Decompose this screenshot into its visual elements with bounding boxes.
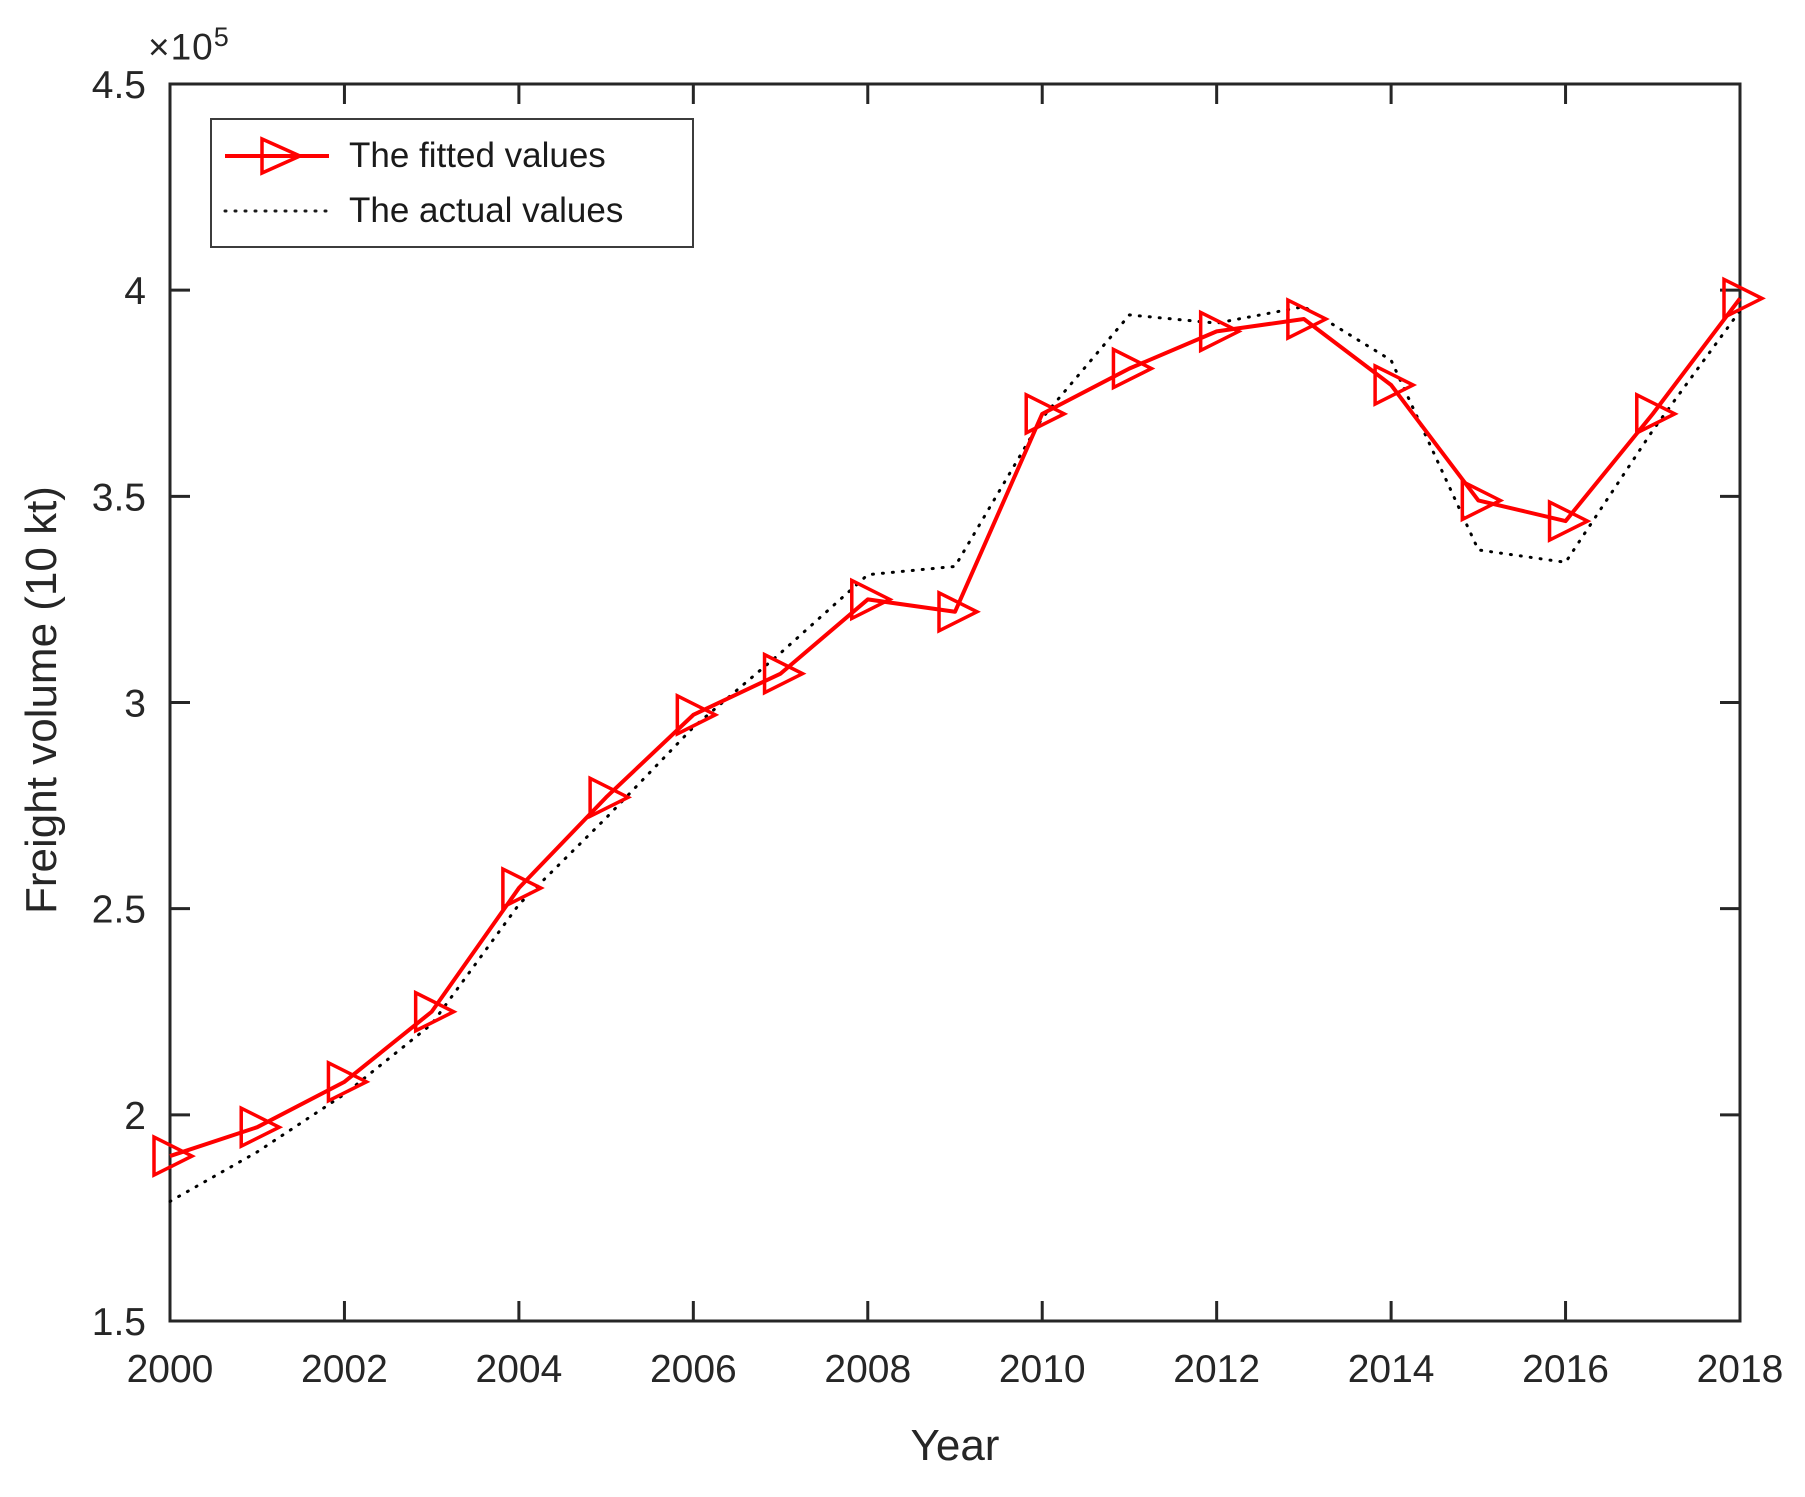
fitted-marker xyxy=(675,693,720,737)
fitted-marker xyxy=(937,589,981,634)
x-tick-label: 2008 xyxy=(824,1348,911,1391)
fitted-marker xyxy=(1286,297,1330,341)
fitted-marker xyxy=(762,651,807,696)
y-tick-label: 4.5 xyxy=(92,64,146,107)
legend-label-actual: The actual values xyxy=(349,190,624,230)
fitted-line xyxy=(169,297,1742,1158)
legend-item-fitted: The fitted values xyxy=(212,128,692,183)
x-tick-label: 2018 xyxy=(1697,1348,1784,1391)
y-tick-label: 2.5 xyxy=(92,889,146,932)
fitted-marker xyxy=(1635,392,1679,436)
y-tick-label: 3.5 xyxy=(92,476,146,519)
y-tick-label: 1.5 xyxy=(92,1301,146,1344)
y-axis-exponent-label: ×105 xyxy=(148,22,230,68)
x-tick-label: 2004 xyxy=(476,1348,563,1391)
fitted-marker xyxy=(1547,499,1592,543)
fitted-marker xyxy=(1722,276,1766,321)
x-tick-label: 2002 xyxy=(301,1348,388,1391)
fitted-marker xyxy=(1024,392,1069,436)
x-axis-title: Year xyxy=(910,1421,1000,1470)
fitted-marker xyxy=(413,989,458,1034)
fitted-marker xyxy=(850,577,894,622)
y-tick-label: 3 xyxy=(124,683,146,726)
legend-item-actual: The actual values xyxy=(212,183,692,238)
y-tick-label: 2 xyxy=(124,1095,146,1138)
x-tick-label: 2012 xyxy=(1173,1348,1260,1391)
x-tick-label: 2000 xyxy=(127,1348,214,1391)
fitted-marker xyxy=(588,775,633,820)
fitted-marker xyxy=(239,1105,284,1150)
fitted-marker xyxy=(1460,478,1505,523)
x-tick-label: 2010 xyxy=(999,1348,1086,1391)
fitted-marker xyxy=(1198,309,1243,354)
actual-series-sample xyxy=(223,209,331,213)
fitted-marker xyxy=(152,1134,196,1178)
x-tick-label: 2006 xyxy=(650,1348,737,1391)
fitted-sample-marker xyxy=(260,136,305,176)
legend-label-fitted: The fitted values xyxy=(349,135,606,175)
plot-border xyxy=(168,82,1742,1323)
actual-line xyxy=(168,305,1742,1203)
exponent-base: ×10 xyxy=(148,26,214,68)
y-tick-label: 4 xyxy=(124,270,146,313)
x-tick-label: 2016 xyxy=(1522,1348,1609,1391)
y-axis-title: Freight volume (10 kt) xyxy=(17,486,66,914)
fitted-marker xyxy=(1111,346,1156,391)
x-tick-label: 2014 xyxy=(1348,1348,1435,1391)
exponent-power: 5 xyxy=(213,22,230,52)
fitted-marker xyxy=(1373,363,1418,407)
legend: The fitted values The actual values xyxy=(210,118,694,248)
fitted-marker xyxy=(501,866,545,910)
fitted-series-sample xyxy=(225,136,329,176)
fitted-marker xyxy=(326,1060,371,1104)
